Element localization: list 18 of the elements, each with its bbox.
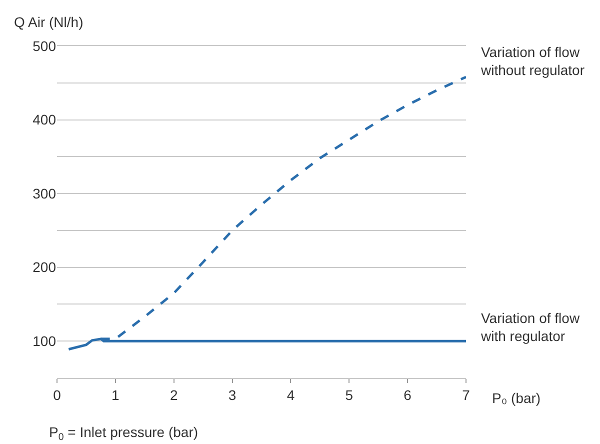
x-tick-label: 3 [228, 386, 236, 403]
x-tick-label: 0 [53, 386, 62, 403]
y-tick-label: 500 [32, 38, 56, 54]
text: Variation of flow without regulator [480, 44, 585, 78]
y-tick-label: 200 [32, 259, 56, 276]
x-tick-label: 1 [112, 386, 120, 403]
x-axis-title: P₀ (bar) [492, 390, 541, 406]
x-tick-label: 6 [404, 386, 412, 403]
x-tick-label: 4 [286, 386, 295, 403]
x-tick-label: 2 [170, 386, 178, 403]
text: P$_{0}$ = Inlet pressure (bar) [49, 424, 198, 443]
x-tick-label: 7 [462, 386, 470, 403]
x-tick-label: 5 [345, 386, 354, 403]
text: Variation of flow with regulator [480, 310, 580, 344]
y-tick-label: 300 [32, 185, 56, 202]
y-axis-title: Q Air (Nl/h) [14, 14, 84, 30]
y-tick-label: 100 [32, 333, 56, 350]
y-tick-label: 400 [32, 112, 56, 128]
